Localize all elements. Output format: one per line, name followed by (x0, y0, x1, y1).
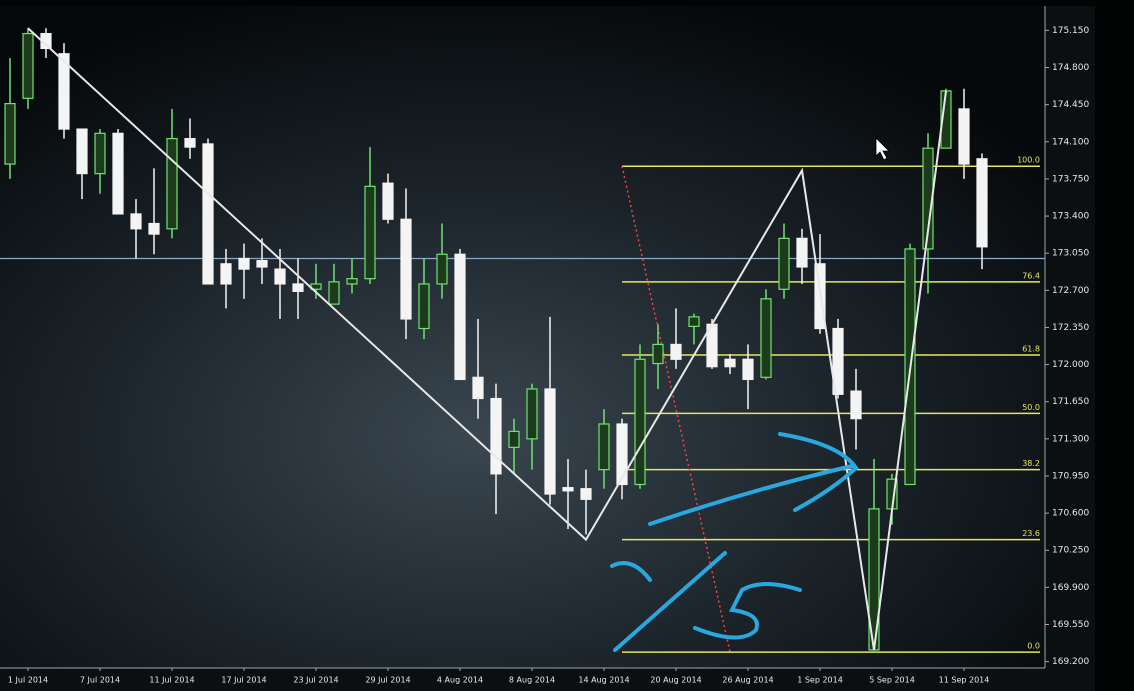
candle-body (779, 238, 789, 289)
candle-body (293, 284, 303, 291)
x-tick-label: 20 Aug 2014 (650, 676, 701, 685)
candle-body (275, 269, 285, 284)
y-tick-label: 172.700 (1052, 286, 1089, 296)
candle-body (77, 129, 87, 174)
y-tick-label: 171.300 (1052, 434, 1089, 444)
candle-body (419, 284, 429, 329)
fibo-label: 100.0 (1017, 156, 1040, 165)
fibo-label: 23.6 (1022, 529, 1040, 538)
candle-body (491, 399, 501, 474)
candle-body (203, 144, 213, 284)
fibo-label: 61.8 (1022, 345, 1040, 354)
plot-background (0, 6, 1045, 668)
x-tick-label: 7 Jul 2014 (80, 676, 120, 685)
page: 175.150 174.800 174.450 174.100 173.750 173.4… (0, 0, 1134, 691)
candle-body (797, 238, 807, 267)
x-tick-label: 17 Jul 2014 (221, 676, 266, 685)
y-tick-label: 173.750 (1052, 174, 1089, 184)
fibo-label: 38.2 (1022, 459, 1040, 468)
candle-body (761, 299, 771, 378)
fibo-label: 50.0 (1022, 403, 1040, 412)
candle-body (959, 109, 969, 164)
candle-body (401, 219, 411, 319)
y-tick-label: 170.950 (1052, 471, 1089, 481)
y-tick-label: 173.400 (1052, 212, 1089, 222)
candle-body (545, 389, 555, 494)
trading-chart: 175.150 174.800 174.450 174.100 173.750 173.4… (0, 0, 1134, 691)
x-tick-label: 26 Aug 2014 (722, 676, 773, 685)
candle-body (617, 424, 627, 484)
x-tick-label: 1 Jul 2014 (8, 676, 48, 685)
candle-body (527, 389, 537, 439)
candle-body (5, 104, 15, 164)
y-tick-label: 171.650 (1052, 397, 1089, 407)
candle-body (329, 282, 339, 304)
candle-body (725, 359, 735, 366)
candle-body (149, 223, 159, 234)
y-tick-label: 174.450 (1052, 100, 1089, 110)
candle-body (977, 159, 987, 247)
y-tick-label: 172.000 (1052, 360, 1089, 370)
x-tick-label: 1 Sep 2014 (797, 676, 843, 685)
candle-body (671, 344, 681, 359)
y-tick-label: 173.050 (1052, 249, 1089, 259)
candle-body (599, 424, 609, 470)
candle-body (383, 183, 393, 219)
x-tick-label: 4 Aug 2014 (437, 676, 483, 685)
x-tick-label: 29 Jul 2014 (365, 676, 410, 685)
y-tick-label: 172.350 (1052, 323, 1089, 333)
candle-body (221, 264, 231, 284)
candle-body (743, 359, 753, 379)
x-tick-label: 11 Sep 2014 (939, 676, 990, 685)
candle-body (239, 258, 249, 269)
candle-body (635, 359, 645, 484)
candle-body (473, 377, 483, 398)
candle-body (689, 317, 699, 327)
y-tick-label: 170.600 (1052, 509, 1089, 519)
candle-body (185, 139, 195, 147)
x-tick-label: 5 Sep 2014 (869, 676, 915, 685)
x-tick-label: 8 Aug 2014 (509, 676, 555, 685)
candle-body (509, 431, 519, 447)
candle-body (437, 254, 447, 284)
y-tick-label: 174.800 (1052, 63, 1089, 73)
candle-body (365, 186, 375, 278)
candle-body (113, 133, 123, 214)
candle-body (23, 34, 33, 99)
candle-body (95, 133, 105, 173)
candle-body (563, 488, 573, 491)
x-tick-label: 23 Jul 2014 (293, 676, 338, 685)
fibo-label: 76.4 (1022, 271, 1040, 280)
candle-body (131, 214, 141, 229)
candle-body (455, 254, 465, 379)
candle-body (347, 279, 357, 284)
candle-body (257, 261, 267, 267)
y-tick-label: 169.900 (1052, 583, 1089, 593)
y-tick-label: 174.100 (1052, 137, 1089, 147)
x-tick-label: 14 Aug 2014 (578, 676, 629, 685)
x-tick-label: 11 Jul 2014 (149, 676, 194, 685)
fibo-label: 0.0 (1027, 642, 1040, 651)
y-tick-label: 175.150 (1052, 26, 1089, 36)
y-tick-label: 169.550 (1052, 620, 1089, 630)
candle-body (851, 391, 861, 419)
y-tick-label: 169.200 (1052, 657, 1089, 667)
y-tick-label: 170.250 (1052, 546, 1089, 556)
candle-body (653, 344, 663, 363)
candle-body (581, 489, 591, 500)
candle-body (167, 139, 177, 229)
